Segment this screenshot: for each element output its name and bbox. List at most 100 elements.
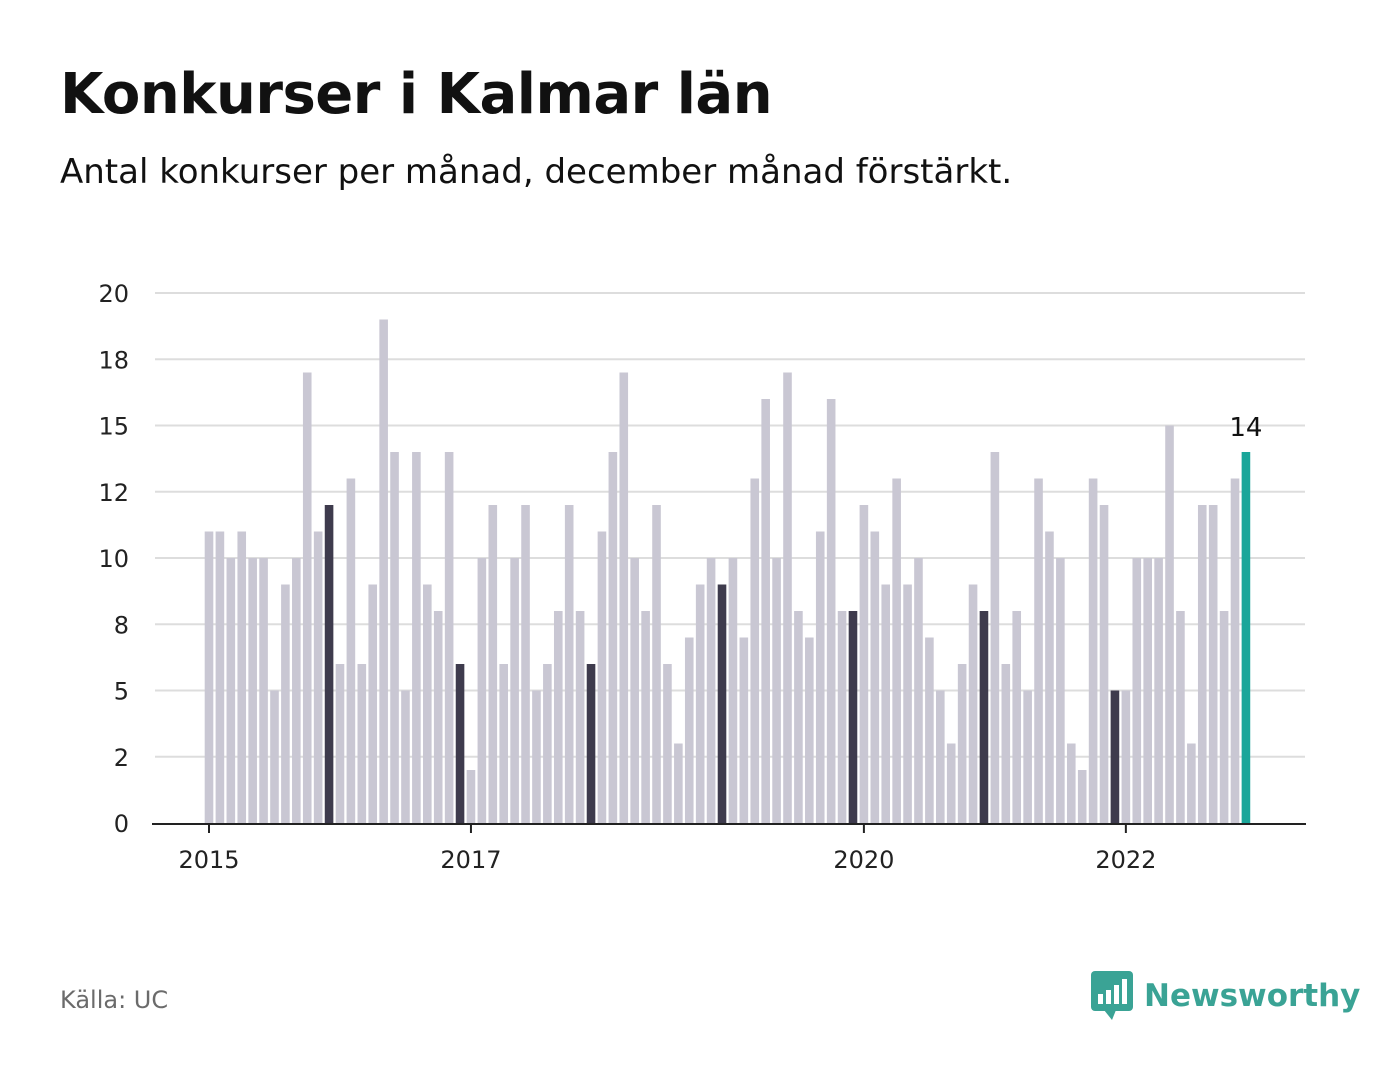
bar xyxy=(281,584,290,823)
bar xyxy=(859,505,869,823)
bar xyxy=(215,531,225,823)
bar xyxy=(248,558,257,823)
bar xyxy=(1208,505,1218,823)
bar xyxy=(815,531,825,823)
newsworthy-logo-icon xyxy=(1091,971,1133,1020)
bar-december xyxy=(455,664,465,823)
bar xyxy=(499,664,508,823)
bar xyxy=(1132,558,1142,823)
x-tick-label: 2020 xyxy=(833,846,894,874)
bar xyxy=(794,611,803,823)
bar xyxy=(401,690,410,823)
bar xyxy=(684,637,694,823)
bar xyxy=(936,690,945,823)
bar xyxy=(1023,690,1032,823)
bar xyxy=(1143,558,1152,823)
newsworthy-logo: Newsworthy xyxy=(1090,970,1360,1022)
bar xyxy=(968,584,978,823)
bar xyxy=(946,743,956,823)
bar xyxy=(313,531,323,823)
bar xyxy=(674,743,683,823)
bar xyxy=(1056,558,1065,823)
bar xyxy=(1099,505,1109,823)
bar xyxy=(870,531,880,823)
bar xyxy=(783,372,792,823)
bars xyxy=(204,319,1251,823)
bar xyxy=(1121,690,1131,823)
axes: 0 2 5 8 10 12 15 18 20 2015 2017 2020 2022 xyxy=(98,280,1306,874)
bar xyxy=(1001,664,1011,823)
bar xyxy=(608,452,618,823)
bar-december xyxy=(1110,690,1120,823)
bar xyxy=(532,690,541,823)
bar xyxy=(772,558,781,823)
bar xyxy=(881,584,891,823)
bar xyxy=(226,558,236,823)
bar xyxy=(346,478,356,823)
bar xyxy=(892,478,901,823)
bar xyxy=(925,637,934,823)
bar xyxy=(259,558,268,823)
bar xyxy=(706,558,716,823)
bar xyxy=(695,584,705,823)
bar xyxy=(805,637,814,823)
bar-december xyxy=(324,505,334,823)
bar xyxy=(957,664,967,823)
bar xyxy=(728,558,738,823)
bar-chart: 0 2 5 8 10 12 15 18 20 2015 2017 2020 2022 14 xyxy=(98,280,1306,874)
bar xyxy=(390,452,399,823)
bar xyxy=(488,505,498,823)
y-tick-label: 0 xyxy=(114,810,129,838)
bar xyxy=(1154,558,1163,823)
bar xyxy=(553,611,563,823)
x-tick-label: 2015 xyxy=(178,846,239,874)
bar xyxy=(663,664,672,823)
bar-latest xyxy=(1241,452,1251,823)
chart-title: Konkurser i Kalmar län xyxy=(60,62,773,127)
bar xyxy=(521,505,530,823)
bar xyxy=(335,664,345,823)
bar xyxy=(1165,425,1174,823)
bar xyxy=(444,452,454,823)
y-tick-label: 12 xyxy=(98,479,129,507)
bar xyxy=(466,770,476,823)
bar-december xyxy=(717,584,727,823)
bar xyxy=(477,558,487,823)
bar xyxy=(837,611,847,823)
bar xyxy=(1176,611,1185,823)
bar xyxy=(510,558,519,823)
bar xyxy=(750,478,760,823)
source-note: Källa: UC xyxy=(60,986,169,1014)
newsworthy-wordmark: Newsworthy xyxy=(1144,978,1361,1014)
bar xyxy=(652,505,661,823)
y-tick-label: 8 xyxy=(114,611,129,639)
y-tick-label: 20 xyxy=(98,280,129,308)
bar xyxy=(1187,743,1196,823)
bar xyxy=(641,611,650,823)
bar xyxy=(433,611,443,823)
y-tick-label: 15 xyxy=(98,413,129,441)
bar xyxy=(292,558,301,823)
bar xyxy=(357,664,367,823)
y-tick-label: 18 xyxy=(98,346,129,374)
bar xyxy=(237,531,247,823)
bar xyxy=(1219,611,1229,823)
bar xyxy=(1045,531,1054,823)
bar xyxy=(368,584,378,823)
y-tick-label: 10 xyxy=(98,545,129,573)
bar-december xyxy=(848,611,858,823)
bar xyxy=(903,584,912,823)
bar xyxy=(379,319,388,823)
bar xyxy=(564,505,574,823)
x-tick-label: 2017 xyxy=(440,846,501,874)
bar xyxy=(1230,478,1240,823)
bar xyxy=(1066,743,1076,823)
bar xyxy=(1088,478,1098,823)
y-tick-label: 5 xyxy=(114,678,129,706)
bar xyxy=(575,611,585,823)
bar xyxy=(204,531,214,823)
bar xyxy=(1012,611,1022,823)
bar xyxy=(412,452,421,823)
chart-subtitle: Antal konkurser per månad, december måna… xyxy=(60,152,1013,192)
bar xyxy=(302,372,312,823)
